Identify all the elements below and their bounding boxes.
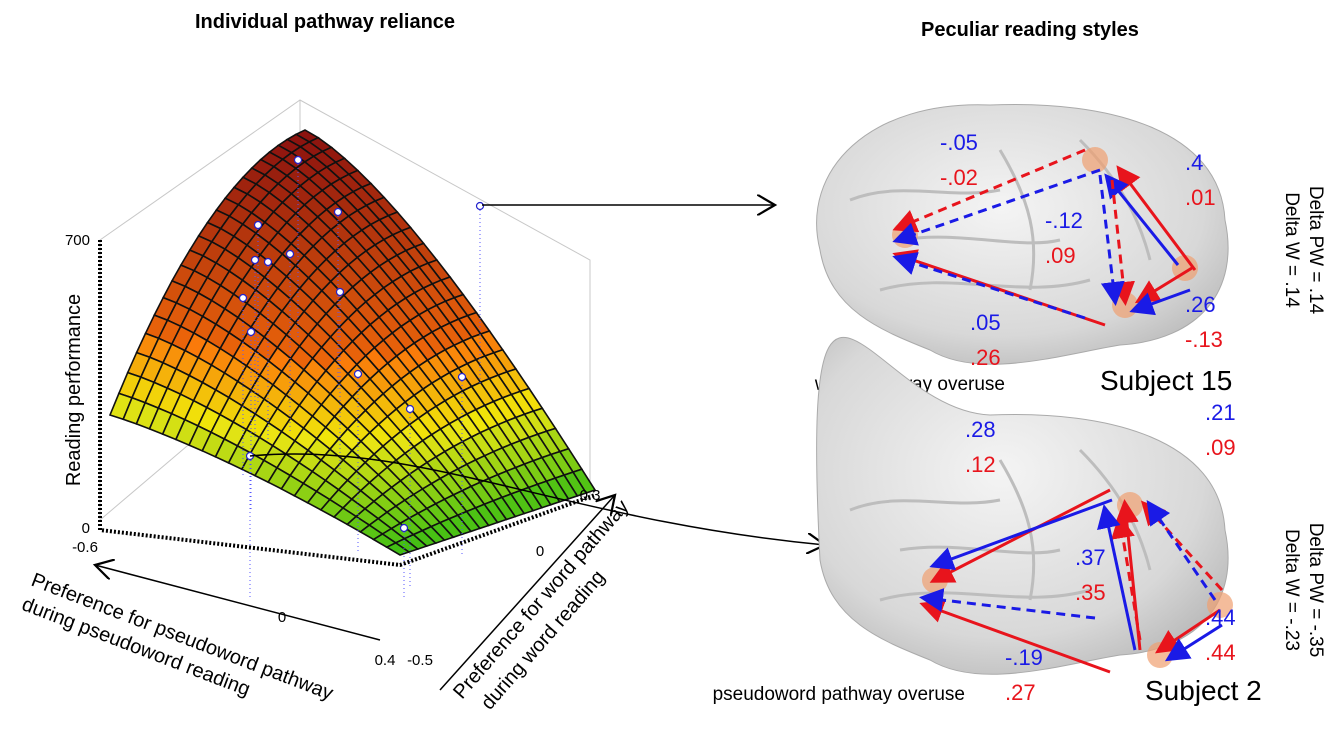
brain-panel: .28 .12 .21 .09 .37 .35 -.19 .27 .44 .44 Subject 2…	[713, 337, 1326, 706]
pointer-arrow	[249, 453, 825, 545]
point	[399, 523, 409, 533]
point	[238, 293, 248, 303]
tick-label: 0.3	[580, 487, 601, 504]
pathway-arrow	[919, 588, 1096, 620]
subject-name: Subject 2	[1145, 675, 1262, 706]
point	[293, 155, 303, 165]
surface	[108, 129, 597, 556]
region	[1147, 642, 1173, 668]
tick-label: 700	[65, 232, 90, 249]
style-label: pseudoword pathway overuse	[713, 684, 965, 705]
point	[333, 207, 343, 217]
pathway-arrow	[1146, 500, 1217, 601]
red-value: -.13	[1185, 327, 1223, 352]
axis-line	[98, 240, 596, 568]
pathway-arrow	[1098, 174, 1125, 306]
gyrus	[899, 235, 1061, 245]
blue-value: -.05	[940, 130, 978, 155]
tick-label: 0	[536, 543, 544, 560]
delta-label: Delta PW = -.35	[1305, 523, 1326, 658]
point	[353, 369, 363, 379]
point	[246, 327, 256, 337]
point	[285, 249, 295, 259]
pathway-arrow	[1164, 623, 1223, 662]
pathway-arrow	[1104, 173, 1180, 266]
delta-label: Delta PW = .14	[1305, 186, 1326, 315]
region	[1172, 255, 1198, 281]
blue-value: .44	[1205, 605, 1236, 630]
axis-arrow	[95, 565, 381, 641]
pathway-arrow	[1129, 288, 1191, 316]
point	[475, 201, 485, 211]
blue-value: .21	[1205, 400, 1236, 425]
tick-label: 0	[278, 609, 286, 626]
pathway-arrow	[1110, 179, 1135, 306]
brain	[816, 104, 1229, 365]
tick-label: -0.5	[407, 652, 433, 669]
tick-label: 0	[82, 520, 90, 537]
red-value: .35	[1075, 580, 1106, 605]
axis-label: Preference for pseudoword pathway	[28, 569, 336, 705]
red-value: .01	[1185, 185, 1216, 210]
brain-panel: -.05 -.02 .4 .01 -.12 .09 .05 .26 .26 -.13 Subject…	[814, 104, 1326, 396]
blue-value: -.12	[1045, 208, 1083, 233]
pathway-arrow	[892, 252, 1086, 320]
axis-label: Reading performance	[63, 294, 85, 486]
blue-value: .26	[1185, 292, 1216, 317]
pathway-arrow	[892, 168, 1101, 246]
red-value: .09	[1045, 243, 1076, 268]
pathway-arrow	[1116, 165, 1197, 271]
red-value: .44	[1205, 640, 1236, 665]
region	[1082, 147, 1108, 173]
blue-value: -.19	[1005, 645, 1043, 670]
point	[253, 220, 263, 230]
tick-label: -0.6	[72, 539, 98, 556]
pathway-arrow	[929, 498, 1113, 571]
pathway-arrow	[919, 599, 1111, 674]
pathway-arrow	[929, 488, 1111, 583]
red-value: .12	[965, 452, 996, 477]
subject-name: Subject 15	[1100, 365, 1232, 396]
point	[250, 255, 260, 265]
data-points	[238, 155, 485, 600]
pathway-arrow	[892, 148, 1086, 233]
region	[1117, 492, 1143, 518]
point	[335, 287, 345, 297]
gyrus	[899, 545, 1061, 555]
red-value: -.02	[940, 165, 978, 190]
gyrus	[849, 498, 1001, 512]
tick-label: 0.4	[375, 652, 396, 669]
pathway-arrow	[1111, 514, 1142, 641]
red-value: .26	[970, 345, 1001, 370]
delta-label: Delta W = -.23	[1281, 529, 1302, 651]
blue-value: .4	[1185, 150, 1203, 175]
blue-value: .05	[970, 310, 1001, 335]
panel-title: Individual pathway reliance	[195, 11, 455, 33]
gyrus	[879, 588, 1091, 602]
delta-label: Delta W = .14	[1281, 192, 1302, 308]
gyrus	[998, 149, 1036, 291]
red-value: .27	[1005, 680, 1036, 705]
blue-value: .37	[1075, 545, 1106, 570]
point	[457, 372, 467, 382]
blue-value: .28	[965, 417, 996, 442]
point	[405, 404, 415, 414]
panel-title: Peculiar reading styles	[921, 19, 1139, 41]
surface-patch	[385, 541, 411, 556]
axis-arrow	[439, 495, 615, 691]
point	[263, 257, 273, 267]
red-value: .09	[1205, 435, 1236, 460]
pathway-arrow	[1097, 504, 1137, 651]
